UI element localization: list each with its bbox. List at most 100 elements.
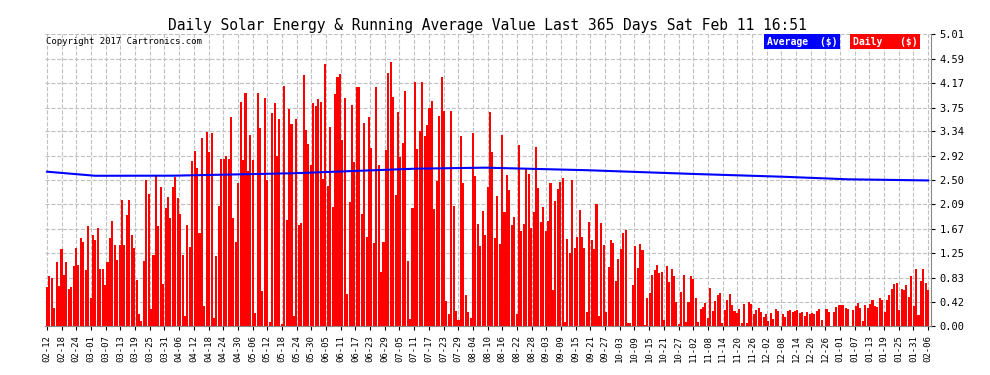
Bar bbox=[184, 316, 186, 326]
Bar bbox=[285, 220, 288, 326]
Bar bbox=[484, 236, 486, 326]
Bar bbox=[263, 98, 266, 326]
Bar bbox=[196, 168, 198, 326]
Bar bbox=[419, 131, 421, 326]
Bar bbox=[382, 242, 384, 326]
Bar bbox=[203, 306, 205, 326]
Bar bbox=[903, 290, 905, 326]
Bar bbox=[571, 180, 573, 326]
Bar bbox=[908, 297, 910, 326]
Bar bbox=[344, 98, 346, 326]
Bar bbox=[852, 310, 854, 326]
Bar bbox=[164, 208, 166, 326]
Bar bbox=[695, 298, 697, 326]
Bar bbox=[814, 315, 816, 326]
Bar bbox=[242, 160, 245, 326]
Bar bbox=[392, 97, 394, 326]
Bar bbox=[573, 248, 576, 326]
Bar bbox=[159, 187, 161, 326]
Bar bbox=[49, 276, 50, 326]
Bar bbox=[576, 237, 578, 326]
Bar bbox=[648, 293, 650, 326]
Bar bbox=[133, 248, 136, 326]
Bar bbox=[436, 181, 438, 326]
Bar bbox=[412, 209, 414, 326]
Bar bbox=[194, 151, 196, 326]
Bar bbox=[317, 99, 319, 326]
Bar bbox=[421, 82, 424, 326]
Bar bbox=[223, 159, 225, 326]
Bar bbox=[504, 211, 506, 326]
Bar bbox=[581, 237, 583, 326]
Bar bbox=[464, 295, 467, 326]
Bar bbox=[278, 118, 280, 326]
Bar bbox=[114, 245, 116, 326]
Bar bbox=[770, 313, 772, 326]
Bar bbox=[644, 325, 645, 326]
Bar bbox=[63, 275, 65, 326]
Bar bbox=[293, 316, 295, 326]
Bar bbox=[879, 298, 881, 326]
Bar bbox=[233, 219, 235, 326]
Bar bbox=[844, 308, 846, 326]
Bar bbox=[605, 312, 607, 326]
Bar bbox=[821, 321, 823, 326]
Bar bbox=[804, 316, 806, 326]
Bar bbox=[431, 101, 433, 326]
Bar bbox=[787, 312, 789, 326]
Bar bbox=[157, 226, 159, 326]
Bar bbox=[399, 157, 402, 326]
Bar bbox=[211, 133, 213, 326]
Bar bbox=[651, 275, 653, 326]
Bar bbox=[351, 105, 353, 326]
Bar bbox=[886, 300, 888, 326]
Bar bbox=[290, 124, 292, 326]
Bar bbox=[869, 304, 871, 326]
Bar bbox=[554, 201, 556, 326]
Bar bbox=[375, 87, 377, 326]
Bar bbox=[283, 86, 285, 326]
Bar bbox=[181, 255, 183, 326]
Bar bbox=[513, 217, 515, 326]
Bar bbox=[94, 240, 96, 326]
Bar bbox=[148, 194, 149, 326]
Bar bbox=[312, 103, 314, 326]
Bar bbox=[508, 190, 511, 326]
Bar bbox=[913, 306, 915, 326]
Bar bbox=[271, 113, 273, 326]
Bar bbox=[861, 321, 864, 326]
Bar bbox=[308, 144, 310, 326]
Text: Daily   ($): Daily ($) bbox=[852, 37, 918, 47]
Bar bbox=[417, 150, 419, 326]
Bar bbox=[523, 224, 525, 326]
Bar bbox=[518, 146, 520, 326]
Bar bbox=[310, 165, 312, 326]
Bar bbox=[874, 306, 876, 326]
Bar bbox=[915, 269, 917, 326]
Bar bbox=[80, 238, 82, 326]
Bar bbox=[658, 273, 660, 326]
Bar bbox=[380, 272, 382, 326]
Bar bbox=[240, 102, 242, 326]
Bar bbox=[760, 312, 762, 326]
Bar bbox=[109, 238, 111, 326]
Bar bbox=[97, 228, 99, 326]
Bar bbox=[533, 212, 535, 326]
Bar bbox=[295, 119, 297, 326]
Bar bbox=[288, 110, 290, 326]
Bar bbox=[642, 250, 644, 326]
Bar bbox=[685, 322, 687, 326]
Bar bbox=[245, 93, 247, 326]
Bar bbox=[859, 308, 861, 326]
Bar bbox=[543, 207, 545, 326]
Bar bbox=[138, 314, 140, 326]
Bar bbox=[346, 294, 348, 326]
Bar bbox=[816, 311, 818, 326]
Bar bbox=[501, 135, 503, 326]
Bar bbox=[276, 156, 278, 326]
Bar bbox=[734, 311, 736, 326]
Bar bbox=[928, 290, 930, 326]
Bar bbox=[334, 94, 336, 326]
Bar bbox=[673, 276, 675, 326]
Bar bbox=[910, 276, 912, 326]
